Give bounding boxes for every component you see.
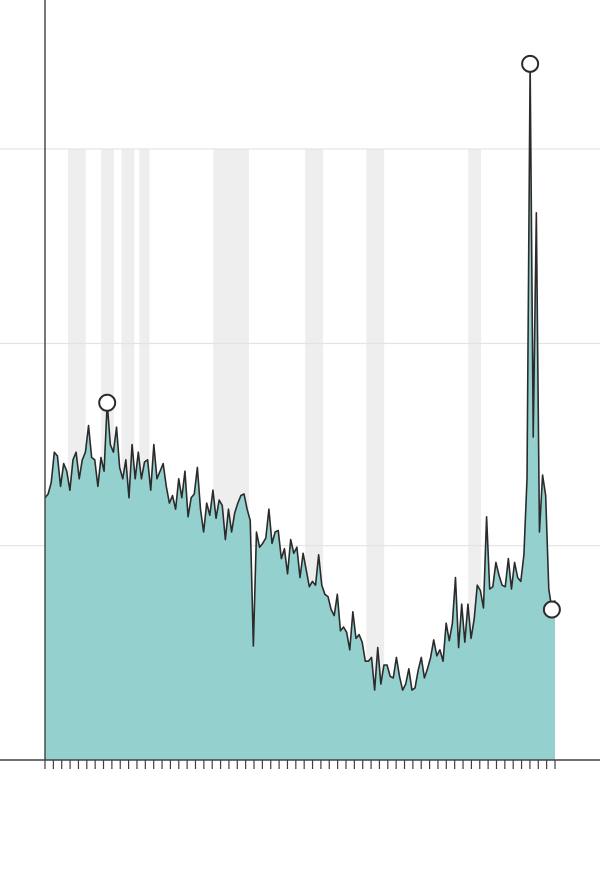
- highlight-marker: [522, 56, 538, 72]
- highlight-marker: [99, 395, 115, 411]
- highlight-marker: [544, 602, 560, 618]
- area-chart: [0, 0, 600, 870]
